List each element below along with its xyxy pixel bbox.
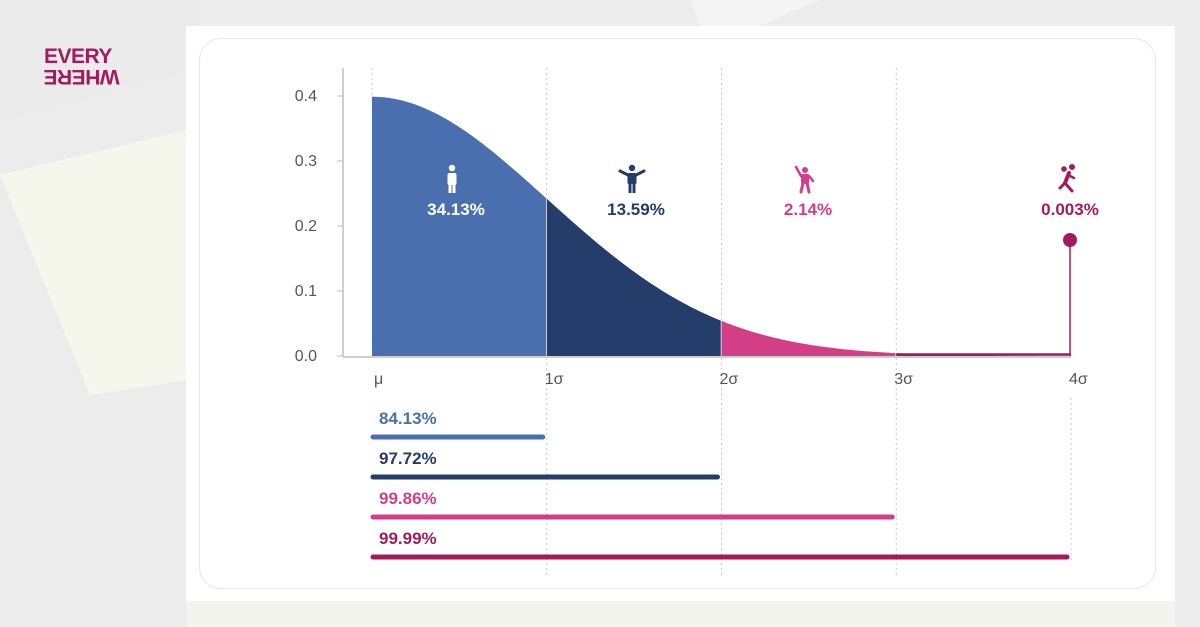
logo-line-every: EVERY — [44, 45, 112, 68]
curve-region-0 — [372, 96, 547, 356]
curve-region-1 — [546, 198, 722, 356]
person-waving-icon — [794, 165, 815, 194]
y-tick-label: 0.2 — [295, 218, 317, 235]
y-tick-label: 0.4 — [295, 88, 317, 105]
cumulative-label-2: 99.86% — [379, 489, 437, 508]
region-percent-label-3: 0.003% — [1041, 200, 1099, 219]
cumulative-label-0: 84.13% — [379, 409, 437, 428]
curve-region-2 — [721, 320, 897, 356]
tail-marker-dot — [1063, 233, 1077, 247]
person-jumping-icon — [1058, 164, 1076, 193]
x-tick-label: 1σ — [545, 371, 564, 388]
x-tick-label: 2σ — [720, 371, 739, 388]
person-standing-icon — [447, 164, 457, 193]
region-percent-label-1: 13.59% — [607, 200, 665, 219]
y-tick-label: 0.0 — [295, 348, 317, 365]
x-tick-label: μ — [374, 371, 383, 388]
x-tick-label: 4σ — [1069, 371, 1088, 388]
region-percent-label-0: 34.13% — [427, 200, 485, 219]
cumulative-label-3: 99.99% — [379, 529, 437, 548]
everywhere-logo: EVERY WHERE — [44, 46, 154, 90]
person-arms-out-icon — [618, 164, 646, 193]
cumulative-label-1: 97.72% — [379, 449, 437, 468]
region-percent-label-2: 2.14% — [784, 200, 832, 219]
y-tick-label: 0.3 — [295, 153, 317, 170]
x-tick-label: 3σ — [894, 371, 913, 388]
chart-card-border — [199, 38, 1156, 589]
y-tick-label: 0.1 — [295, 283, 317, 300]
